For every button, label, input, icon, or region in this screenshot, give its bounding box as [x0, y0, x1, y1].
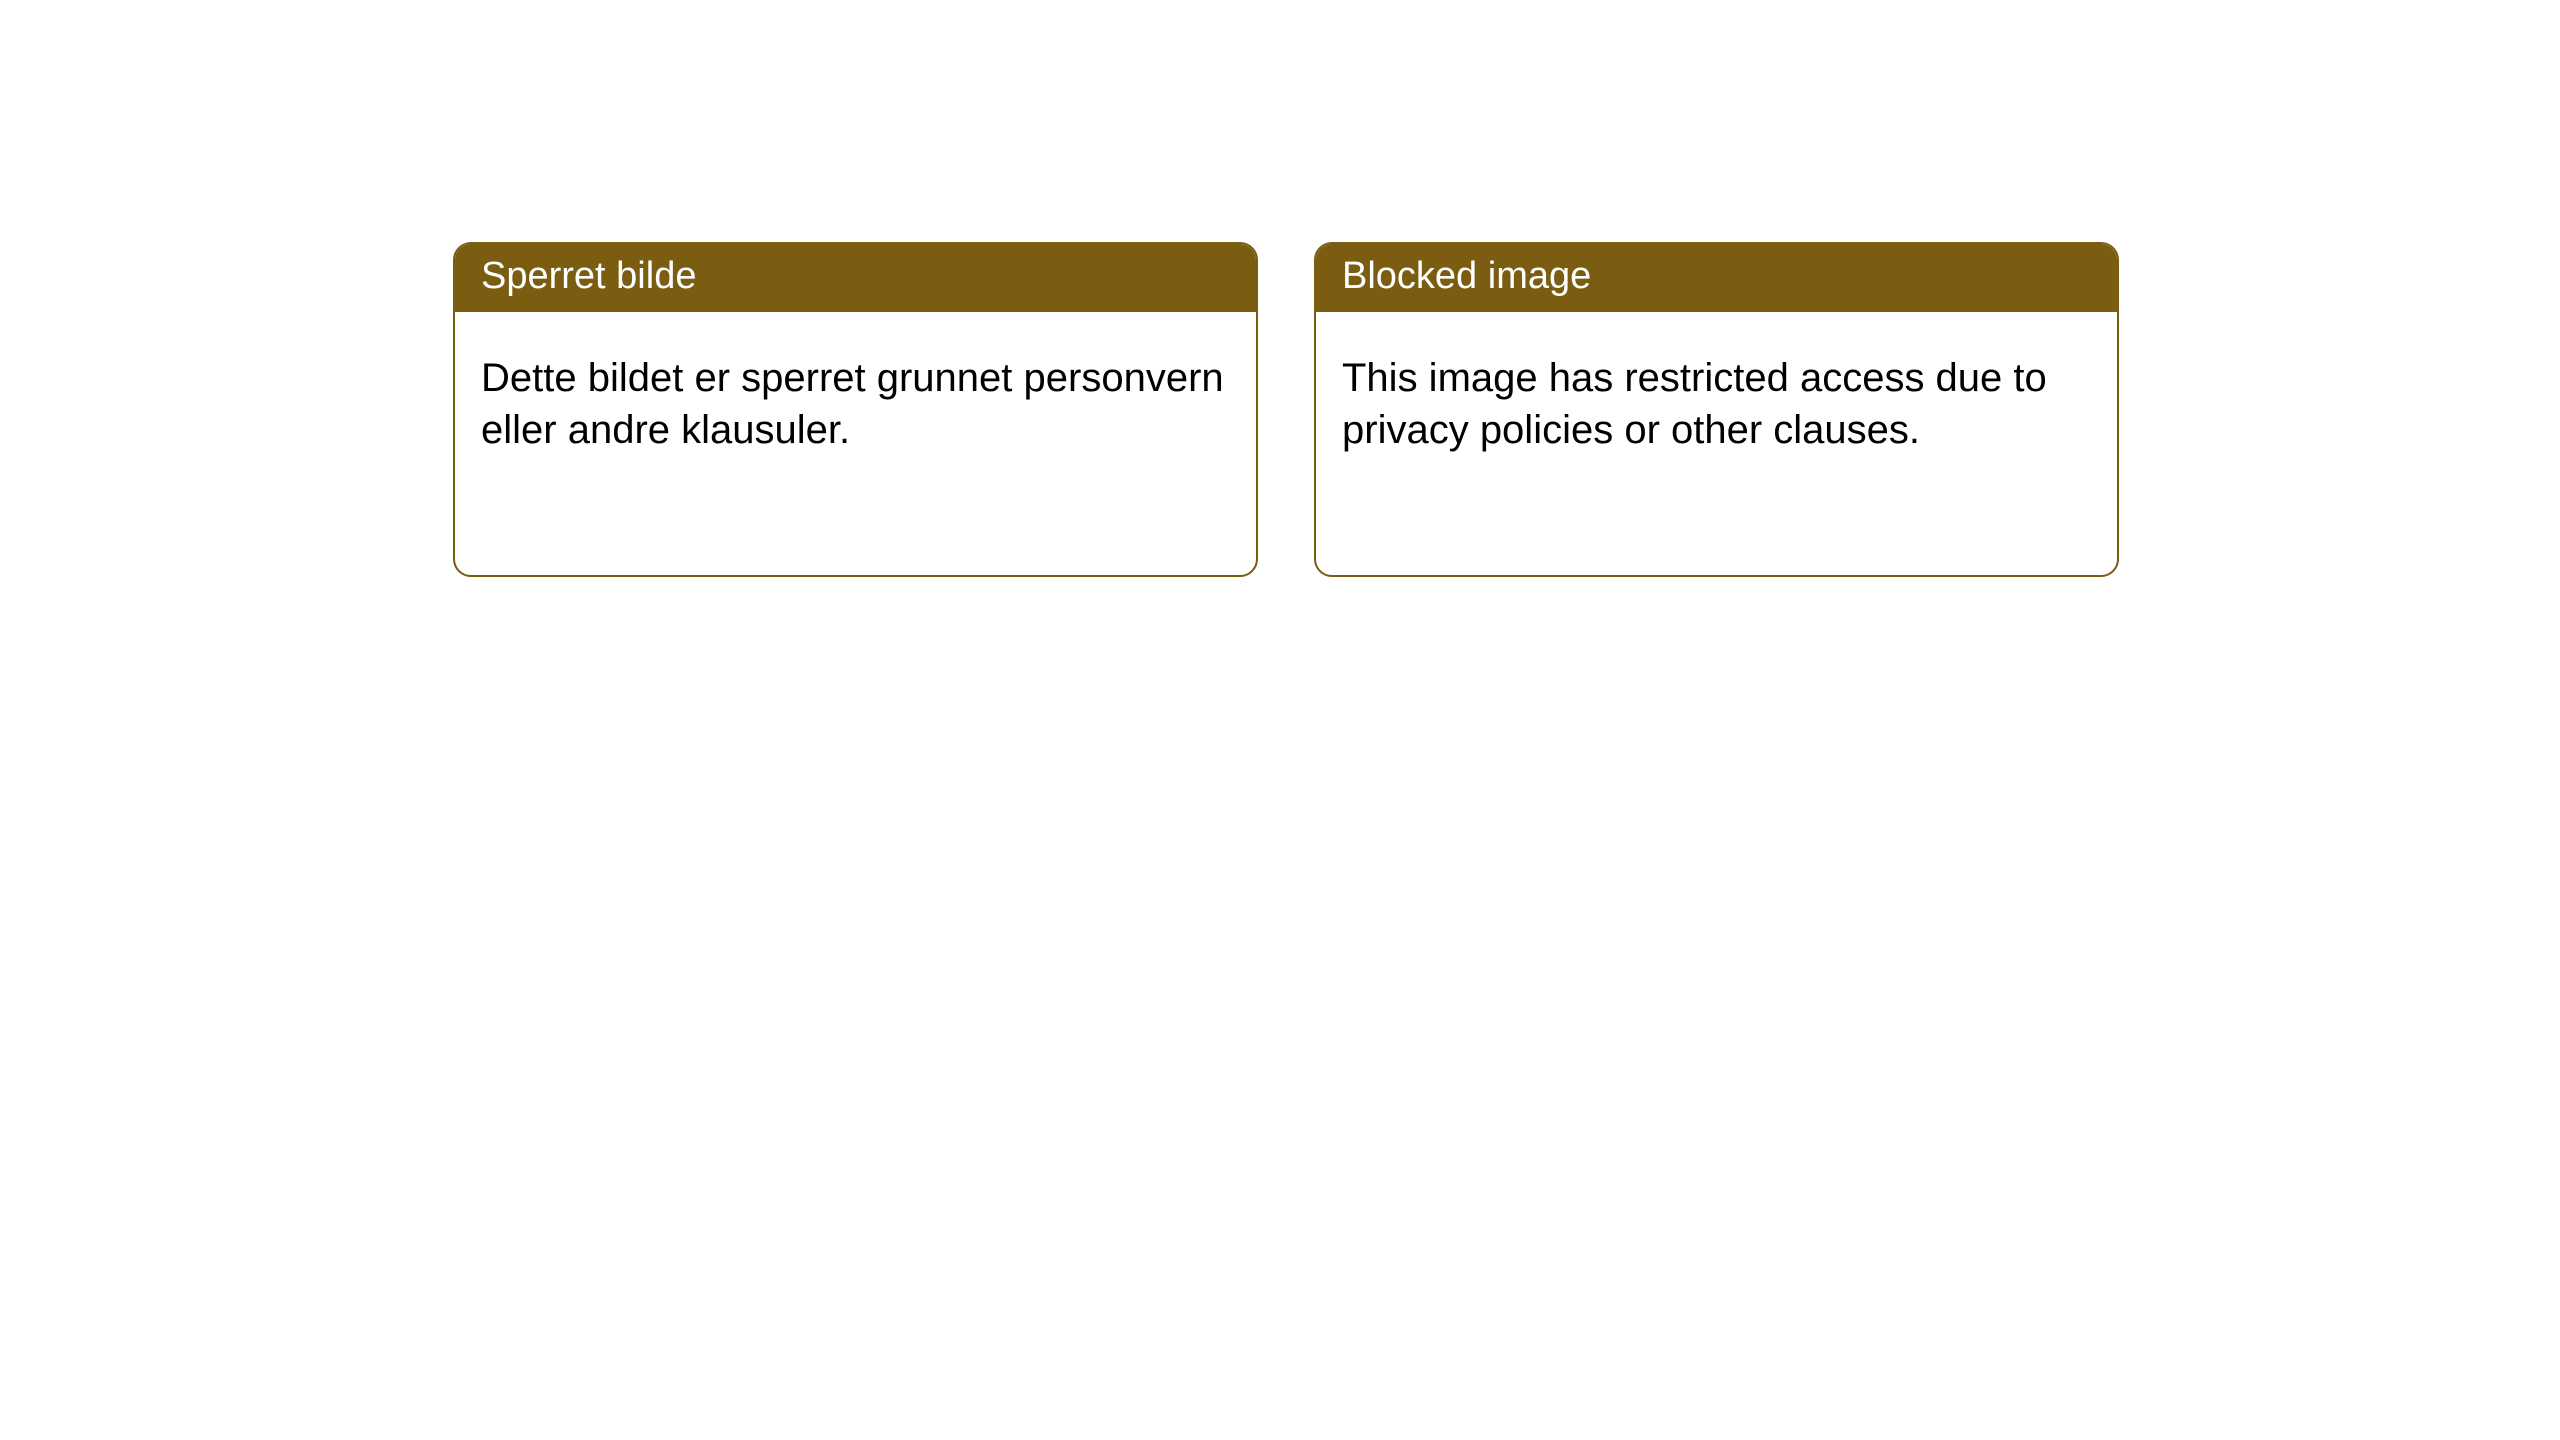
notice-card-body: Dette bildet er sperret grunnet personve… [455, 312, 1256, 482]
notice-card-title: Blocked image [1316, 244, 2117, 312]
notice-container: Sperret bilde Dette bildet er sperret gr… [0, 0, 2560, 577]
notice-card-body: This image has restricted access due to … [1316, 312, 2117, 482]
notice-card-norwegian: Sperret bilde Dette bildet er sperret gr… [453, 242, 1258, 577]
notice-card-english: Blocked image This image has restricted … [1314, 242, 2119, 577]
notice-card-title: Sperret bilde [455, 244, 1256, 312]
